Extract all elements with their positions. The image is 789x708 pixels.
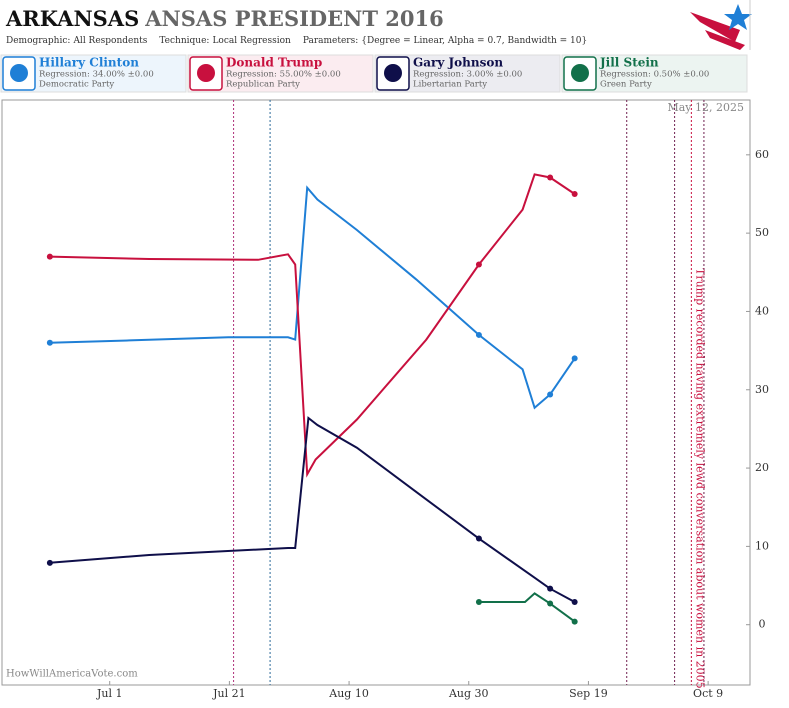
label: Technique: bbox=[159, 36, 209, 46]
title-rest: ANSAS PRESIDENT 2016 bbox=[144, 6, 443, 31]
poll-dot bbox=[475, 261, 482, 268]
title-state: ARKANSAS bbox=[5, 6, 139, 31]
x-tick-label: Jul 1 bbox=[96, 687, 123, 700]
legend-regression: Regression: 3.00% ±0.00 bbox=[413, 70, 522, 80]
poll-dot bbox=[46, 339, 53, 346]
legend-name: Hillary Clinton bbox=[39, 56, 139, 70]
poll-dot bbox=[547, 391, 554, 398]
event-label: Trump recorded having extremely lewd con… bbox=[693, 268, 706, 689]
series-line bbox=[49, 416, 576, 603]
legend-icon-glyph bbox=[197, 64, 215, 82]
poll-dot bbox=[475, 598, 482, 605]
x-tick-label: Sep 19 bbox=[569, 687, 608, 700]
series-line bbox=[478, 592, 576, 623]
poll-dot bbox=[571, 355, 578, 362]
legend-icon-glyph bbox=[384, 64, 402, 82]
legend-regression: Regression: 0.50% ±0.00 bbox=[600, 70, 709, 80]
date-label: May 12, 2025 bbox=[667, 101, 744, 114]
value: Local Regression bbox=[212, 36, 291, 46]
series-line bbox=[49, 173, 576, 478]
poll-dot bbox=[475, 331, 482, 338]
parameters-line: Demographic: All Respondents Technique: Loc… bbox=[6, 36, 587, 46]
y-tick-label: 60 bbox=[755, 148, 769, 161]
legend-party: Republican Party bbox=[226, 80, 300, 90]
poll-dot bbox=[571, 598, 578, 605]
legend-party: Democratic Party bbox=[39, 80, 114, 90]
series-line bbox=[49, 185, 576, 410]
y-tick-label: 30 bbox=[755, 383, 769, 396]
legend-name: Donald Trump bbox=[226, 56, 322, 70]
x-tick-label: Aug 30 bbox=[448, 687, 489, 700]
poll-dot bbox=[571, 190, 578, 197]
x-tick-label: Aug 10 bbox=[328, 687, 369, 700]
legend-regression: Regression: 55.00% ±0.00 bbox=[226, 70, 341, 80]
plot-frame bbox=[1, 99, 751, 686]
y-tick-label: 40 bbox=[755, 304, 769, 317]
y-tick-label: 0 bbox=[759, 618, 766, 631]
logo bbox=[690, 4, 752, 50]
poll-dot bbox=[46, 253, 53, 260]
poll-dot bbox=[475, 535, 482, 542]
legend-icon-glyph bbox=[571, 64, 589, 82]
chart-title: ARKANSAS ANSAS PRESIDENT 2016 bbox=[5, 6, 444, 31]
y-tick-label: 10 bbox=[755, 539, 769, 552]
poll-dot bbox=[46, 559, 53, 566]
legend-party: Green Party bbox=[600, 80, 652, 90]
poll-dot bbox=[547, 174, 554, 181]
legend-name: Gary Johnson bbox=[413, 56, 503, 70]
value: All Respondents bbox=[72, 36, 147, 46]
watermark: HowWillAmericaVote.com bbox=[6, 669, 138, 680]
x-tick-label: Oct 9 bbox=[693, 687, 723, 700]
label: Parameters: bbox=[303, 36, 358, 46]
legend-icon-glyph bbox=[10, 64, 28, 82]
legend-party: Libertarian Party bbox=[413, 80, 487, 90]
legend-regression: Regression: 34.00% ±0.00 bbox=[39, 70, 154, 80]
label: Demographic: bbox=[6, 36, 70, 46]
y-tick-label: 20 bbox=[755, 461, 769, 474]
poll-dot bbox=[547, 585, 554, 592]
legend-name: Jill Stein bbox=[599, 56, 659, 70]
value: {Degree = Linear, Alpha = 0.7, Bandwidth… bbox=[361, 36, 587, 46]
y-tick-label: 50 bbox=[755, 226, 769, 239]
poll-dot bbox=[547, 600, 554, 607]
x-tick-label: Jul 21 bbox=[212, 687, 246, 700]
poll-dot bbox=[571, 618, 578, 625]
